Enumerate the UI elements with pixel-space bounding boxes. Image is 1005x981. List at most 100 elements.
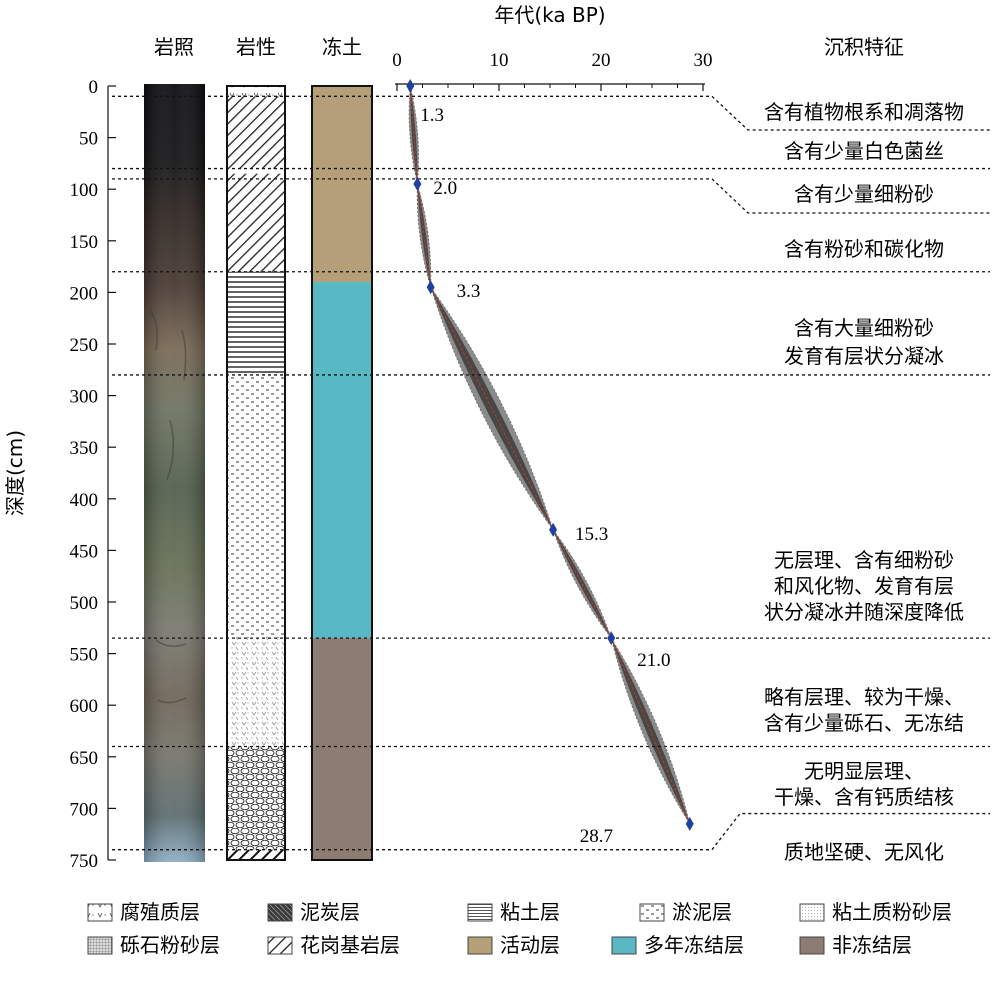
legend-label: 活动层 xyxy=(500,933,560,957)
feature-text: 无明显层理、 xyxy=(804,759,924,783)
age-label: 3.3 xyxy=(457,281,481,302)
feature-text: 含有少量砾石、无冻结 xyxy=(764,711,964,735)
lithology-column xyxy=(226,85,286,861)
age-depth-model: 1.3 2.0 3.3 15.3 21.0 28.7 xyxy=(406,79,694,847)
legend-swatch xyxy=(467,936,493,955)
depth-tick-label: 350 xyxy=(70,438,99,459)
legend-label: 粘土层 xyxy=(500,900,560,924)
age-tick-label: 10 xyxy=(490,50,509,71)
lithology-unit xyxy=(227,849,285,860)
lithology-column-frame xyxy=(226,85,286,861)
photo-column-title: 岩照 xyxy=(154,35,194,59)
lithology-unit xyxy=(227,374,285,639)
legend-swatch xyxy=(267,936,293,955)
depth-axis: 0 50 100 150 200 250 300 350 400 450 500 550 600 650 7… xyxy=(3,77,116,872)
depth-tick-label: 250 xyxy=(70,335,99,356)
frozen-soil-unit xyxy=(312,86,372,283)
depth-tick-label: 150 xyxy=(70,232,99,253)
age-tick-label: 0 xyxy=(392,50,402,71)
core-photo xyxy=(144,84,205,862)
feature-text: 发育有层状分凝冰 xyxy=(784,344,944,368)
depth-axis-title: 深度(cm) xyxy=(3,430,27,516)
legend-swatch xyxy=(639,903,665,922)
dated-sample-marker xyxy=(685,816,694,831)
legend-swatch xyxy=(799,936,825,955)
frozen-soil-column-title: 冻土 xyxy=(322,35,362,59)
feature-text: 质地坚硬、无风化 xyxy=(784,840,944,864)
depth-tick-label: 400 xyxy=(70,490,99,511)
age-label: 1.3 xyxy=(420,105,444,126)
legend-label: 花岗基岩层 xyxy=(300,933,400,957)
legend-label: 腐殖质层 xyxy=(120,900,200,924)
lithology-unit xyxy=(227,638,285,747)
dated-sample-marker xyxy=(426,280,435,295)
feature-text: 含有少量白色菌丝 xyxy=(784,139,944,163)
lithology-unit xyxy=(227,173,285,272)
lithology-unit xyxy=(227,271,285,375)
depth-tick-label: 300 xyxy=(70,387,99,408)
age-uncertainty-core xyxy=(430,287,554,530)
legend-swatch xyxy=(87,936,113,955)
depth-tick-label: 600 xyxy=(70,696,99,717)
age-depth-line xyxy=(409,85,691,825)
age-axis-title: 年代(ka BP) xyxy=(494,3,605,27)
layer-boundary-lines xyxy=(112,95,990,851)
legend-label: 泥炭层 xyxy=(300,900,360,924)
age-label: 2.0 xyxy=(433,178,457,199)
age-tick-label: 30 xyxy=(694,50,713,71)
feature-text: 状分凝冰并随深度降低 xyxy=(764,600,964,624)
depth-tick-label: 200 xyxy=(70,283,99,304)
boundary-connector xyxy=(711,178,990,214)
age-label: 21.0 xyxy=(637,650,670,671)
age-label: 15.3 xyxy=(575,524,608,545)
depth-tick-label: 750 xyxy=(70,851,99,872)
age-axis: 0 10 20 30 xyxy=(392,50,713,91)
feature-text: 和风化物、发育有层 xyxy=(774,574,954,598)
sediment-features: 含有植物根系和凋落物含有少量白色菌丝含有少量细粉砂含有粉砂和碳化物含有大量细粉砂… xyxy=(764,100,964,864)
depth-tick-label: 50 xyxy=(79,129,98,150)
dated-sample-marker xyxy=(607,631,616,646)
feature-text: 干燥、含有钙质结核 xyxy=(774,785,954,809)
lithology-column-title: 岩性 xyxy=(236,35,276,59)
depth-tick-label: 100 xyxy=(70,180,99,201)
lithology-unit xyxy=(227,86,285,97)
age-tick-label: 20 xyxy=(592,50,611,71)
depth-tick-label: 450 xyxy=(70,541,99,562)
boundary-connector xyxy=(711,812,990,851)
legend-swatch xyxy=(267,903,293,922)
depth-tick-label: 0 xyxy=(89,77,99,98)
legend-swatch xyxy=(467,903,493,922)
lithology-unit xyxy=(227,746,285,850)
feature-text: 含有大量细粉砂 xyxy=(794,316,934,340)
feature-text: 无层理、含有细粉砂 xyxy=(774,548,954,572)
lithology-unit xyxy=(227,96,285,169)
depth-tick-label: 550 xyxy=(70,645,99,666)
depth-tick-label: 700 xyxy=(70,799,99,820)
boundary-connector xyxy=(711,95,990,131)
legend-label: 淤泥层 xyxy=(672,900,732,924)
age-uncertainty-core xyxy=(410,86,418,185)
legend-label: 多年冻结层 xyxy=(644,933,744,957)
frozen-column-frame xyxy=(311,85,373,861)
features-column-title: 沉积特征 xyxy=(824,35,904,59)
legend-label: 砾石粉砂层 xyxy=(120,933,220,957)
depth-tick-label: 650 xyxy=(70,748,99,769)
frozen-soil-unit xyxy=(312,638,372,860)
feature-text: 略有层理、较为干燥、 xyxy=(764,685,964,709)
age-label: 28.7 xyxy=(580,826,613,847)
dated-sample-marker xyxy=(406,79,415,93)
depth-tick-label: 500 xyxy=(70,593,99,614)
feature-text: 含有粉砂和碳化物 xyxy=(784,237,944,261)
legend-label: 粘土质粉砂层 xyxy=(832,900,952,924)
legend-swatch xyxy=(799,903,825,922)
frozen-soil-column xyxy=(311,85,373,861)
dated-sample-marker xyxy=(413,177,422,192)
dated-sample-marker xyxy=(549,522,558,537)
legend-swatch xyxy=(611,936,637,955)
feature-text: 含有少量细粉砂 xyxy=(794,182,934,206)
legend-swatch xyxy=(87,903,113,922)
frozen-soil-unit xyxy=(312,282,372,639)
legend-label: 非冻结层 xyxy=(832,933,912,957)
